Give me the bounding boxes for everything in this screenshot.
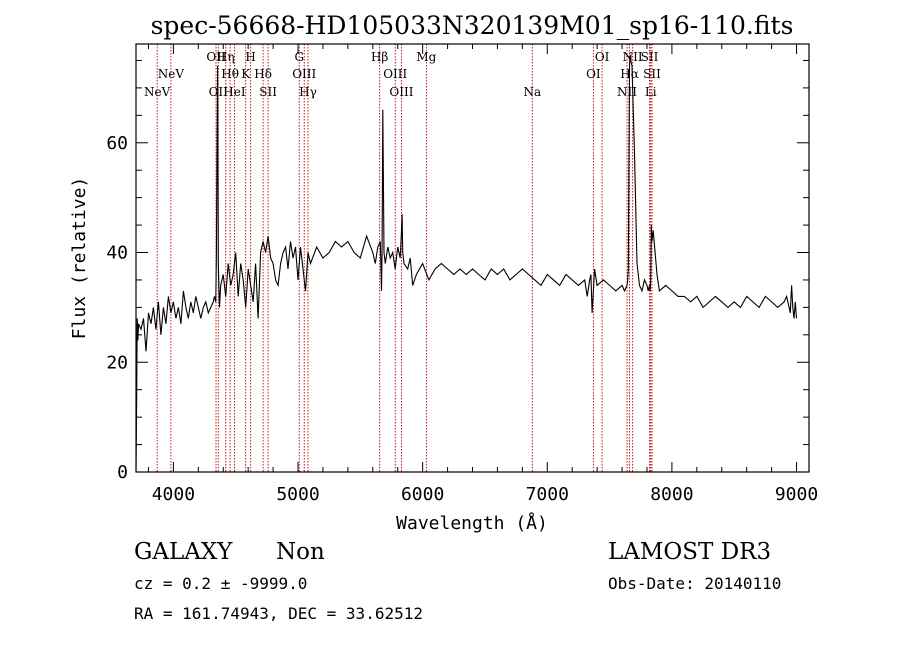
y-tick-label: 40 xyxy=(106,243,128,264)
y-tick-label: 60 xyxy=(106,133,128,154)
line-label: OII xyxy=(206,50,226,64)
line-label: Na xyxy=(523,85,541,99)
line-label: SII xyxy=(641,50,659,64)
coordinates: RA = 161.74943, DEC = 33.62512 xyxy=(134,604,423,623)
y-tick-label: 0 xyxy=(117,462,128,483)
line-label: OIII xyxy=(383,67,407,81)
x-axis-ticks: 4000 5000 6000 7000 8000 9000 xyxy=(147,44,818,505)
x-tick-label: 7000 xyxy=(526,484,569,505)
line-label: Hβ xyxy=(371,50,388,64)
x-tick-label: 4000 xyxy=(152,484,195,505)
line-label: Mg xyxy=(416,50,436,64)
line-label: Hγ xyxy=(299,85,317,99)
line-label: OIII xyxy=(292,67,316,81)
x-tick-label: 8000 xyxy=(650,484,693,505)
line-label: OI xyxy=(586,67,601,81)
chart-title: spec-56668-HD105033N320139M01_sp16-110.f… xyxy=(151,11,794,40)
y-axis-label: Flux (relative) xyxy=(69,177,90,340)
x-axis-label: Wavelength (Å) xyxy=(396,512,548,534)
spectrum-line xyxy=(135,54,798,473)
x-tick-label: 6000 xyxy=(401,484,444,505)
x-tick-label: 9000 xyxy=(775,484,818,505)
x-tick-label: 5000 xyxy=(276,484,319,505)
line-labels: NeVNeVOIIOIIHηHθHeIKHHδSIIGOIIIHγHβOIIIO… xyxy=(144,50,661,99)
line-label: G xyxy=(294,50,304,64)
line-label: NeV xyxy=(144,85,171,99)
y-axis-ticks: 0 20 40 60 xyxy=(106,59,809,483)
observation-date: Obs-Date: 20140110 xyxy=(608,574,781,593)
line-label: Hθ xyxy=(221,67,239,81)
redshift-info: cz = 0.2 ± -9999.0 xyxy=(134,574,307,593)
line-label: Hδ xyxy=(254,67,272,81)
object-subclass: Non xyxy=(276,539,325,565)
line-label: NII xyxy=(623,50,643,64)
line-label: OI xyxy=(595,50,610,64)
line-label: K xyxy=(241,67,251,81)
line-label: H xyxy=(245,50,255,64)
object-class: GALAXY xyxy=(134,539,233,565)
line-label: OIII xyxy=(389,85,413,99)
survey-name: LAMOST DR3 xyxy=(608,539,771,565)
line-label: HeI xyxy=(223,85,246,99)
plot-frame xyxy=(135,43,810,473)
line-label: SII xyxy=(643,67,661,81)
line-label: OII xyxy=(209,85,229,99)
y-tick-label: 20 xyxy=(106,352,128,373)
line-markers xyxy=(156,44,653,472)
line-label: Li xyxy=(645,85,657,99)
line-label: NeV xyxy=(158,67,185,81)
line-label: Hη xyxy=(217,50,235,64)
line-label: NII xyxy=(617,85,637,99)
line-label: SII xyxy=(259,85,277,99)
